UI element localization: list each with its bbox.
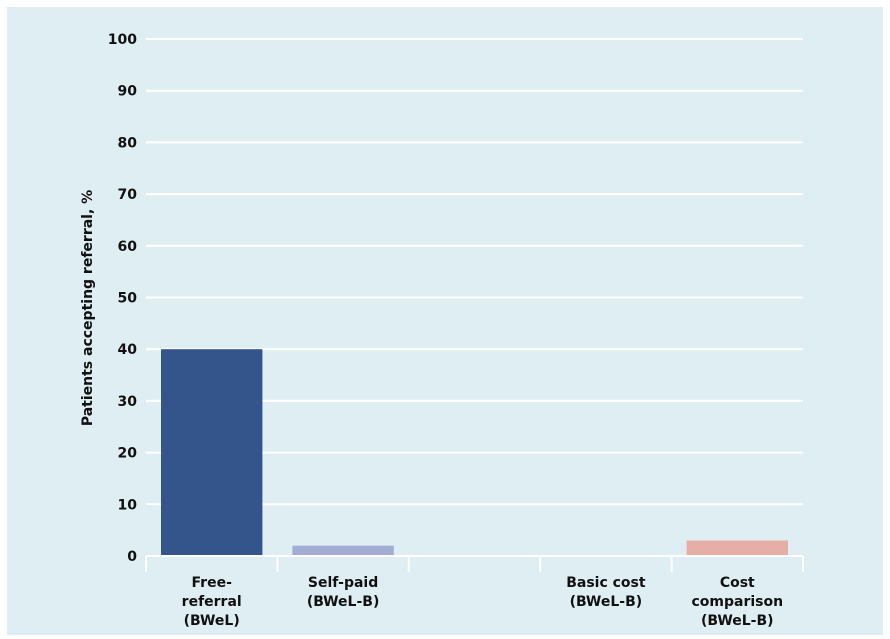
chart-panel: 0 10 20 30 40 50 60 70 80 90 100 Free-referral (BWeL… — [7, 7, 883, 635]
bar-chart: 0 10 20 30 40 50 60 70 80 90 100 Free-referral (BWeL… — [80, 32, 804, 629]
x-category-label: comparison — [691, 594, 783, 610]
bar-1 — [292, 545, 394, 556]
y-tick-label: 0 — [127, 549, 137, 565]
labels: 0 10 20 30 40 50 60 70 80 90 100 Free-referral (BWeL… — [108, 32, 783, 629]
x-category-label: Self-paid — [308, 575, 378, 591]
x-category-label: (BWeL-B) — [570, 594, 643, 610]
x-category-label: Free- — [192, 575, 233, 591]
x-category-label: Basic cost — [566, 575, 646, 591]
x-category-label: referral — [182, 594, 242, 610]
y-tick-label: 100 — [108, 32, 137, 48]
bar-4 — [686, 540, 788, 556]
x-category-label: (BWeL-B) — [701, 613, 774, 629]
y-tick-label: 90 — [118, 84, 138, 100]
y-tick-label: 50 — [118, 291, 138, 307]
y-tick-label: 20 — [118, 446, 138, 462]
y-tick-label: 10 — [118, 497, 138, 513]
x-category-label: (BWeL) — [184, 613, 240, 629]
x-category-label: Cost — [720, 575, 755, 591]
y-tick-label: 30 — [118, 394, 138, 410]
y-axis-title: Patients accepting referral, % — [80, 190, 96, 426]
y-tick-label: 40 — [118, 342, 138, 358]
y-tick-label: 70 — [118, 187, 138, 203]
y-tick-label: 80 — [118, 135, 138, 151]
bars — [161, 349, 788, 556]
x-category-label: (BWeL-B) — [307, 594, 380, 610]
y-tick-label: 60 — [118, 239, 138, 255]
axes — [145, 555, 804, 572]
bar-0 — [161, 349, 263, 556]
